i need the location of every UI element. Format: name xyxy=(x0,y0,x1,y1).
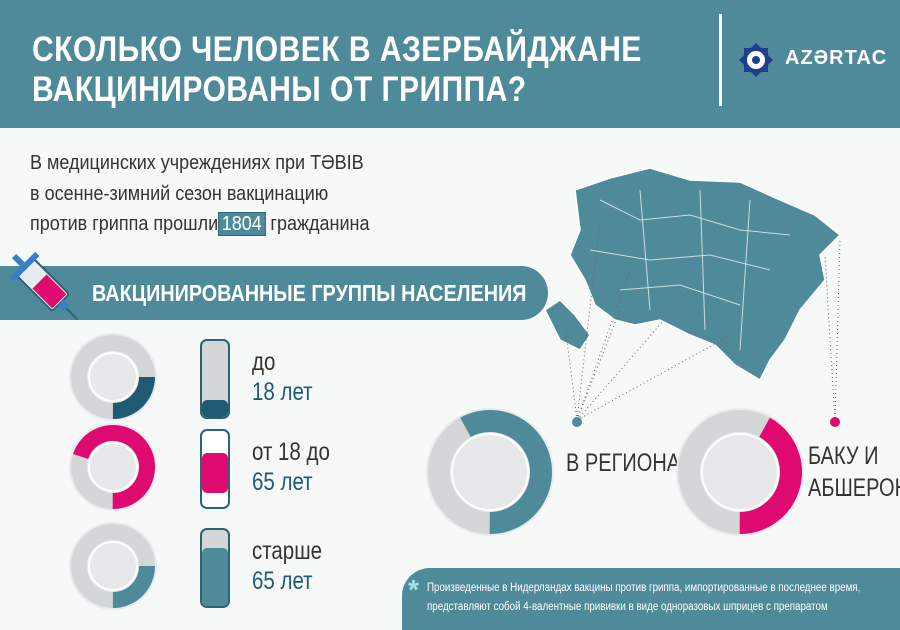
footnote-line1: Произведенные в Нидерландах вакцины прот… xyxy=(427,582,861,594)
group-label-line1: до xyxy=(252,348,276,376)
footnote-line2: представляют собой 4-валентные прививки … xyxy=(427,601,828,613)
total-donut-center xyxy=(701,433,779,511)
intro-text: против гриппа прошли xyxy=(30,213,219,235)
group-donut xyxy=(69,333,157,421)
group-bar-fill xyxy=(202,548,228,606)
section-banner xyxy=(0,266,548,320)
total-caption-line1: БАКУ И xyxy=(808,442,879,470)
total-caption: БАКУ И АБШЕРОН xyxy=(808,440,900,504)
group-donut-arc xyxy=(71,335,155,419)
syringe-icon xyxy=(9,251,79,321)
group-bar xyxy=(200,429,230,509)
total-donut-arc xyxy=(678,410,802,534)
group-label-line2: 65 лет xyxy=(252,468,313,496)
regions-pin xyxy=(572,417,582,427)
total-donut xyxy=(426,408,554,536)
group-label: до 18 лет xyxy=(252,347,313,407)
section-title: ВАКЦИНИРОВАННЫЕ ГРУППЫ НАСЕЛЕНИЯ xyxy=(92,280,527,306)
group-donut xyxy=(69,522,157,610)
map-shape xyxy=(569,167,842,382)
total-caption-line1: В РЕГИОНАХ xyxy=(566,449,694,477)
group-bar-fill xyxy=(202,453,228,493)
logo-text: AZƏRTAC xyxy=(785,47,888,69)
intro-line2: в осенне-зимний сезон вакцинацию xyxy=(30,183,329,205)
footnote-band xyxy=(402,568,900,630)
intro-text: гражданина xyxy=(270,213,370,235)
baku-pin xyxy=(830,417,840,427)
total-highlight: 1804 xyxy=(218,212,266,236)
asterisk-icon: * xyxy=(408,574,419,605)
group-donut-center xyxy=(88,442,138,492)
total-donut-arc xyxy=(428,410,552,534)
group-label-line2: 65 лет xyxy=(252,567,313,595)
group-donut-center xyxy=(88,352,138,402)
intro-line3: против гриппа прошли 1804 гражданина xyxy=(30,212,370,236)
group-label-line1: от 18 до xyxy=(252,438,330,466)
group-bar-fill xyxy=(202,399,228,417)
page-title-line1: СКОЛЬКО ЧЕЛОВЕК В АЗЕРБАЙДЖАНЕ xyxy=(32,30,642,69)
azertac-logo-icon xyxy=(739,43,773,77)
intro-line1: В медицинских учреждениях при ТӘВІВ xyxy=(30,152,364,174)
group-label: от 18 до 65 лет xyxy=(252,437,330,497)
total-donut-center xyxy=(451,433,529,511)
azerbaijan-map xyxy=(544,167,842,427)
group-donut-arc xyxy=(71,524,155,608)
group-donut-center xyxy=(88,541,138,591)
total-caption: В РЕГИОНАХ xyxy=(566,447,693,479)
group-donut xyxy=(69,423,157,511)
page-title-line2: ВАКЦИНИРОВАНЫ ОТ ГРИППА? xyxy=(32,70,527,109)
total-caption-line2: АБШЕРОН xyxy=(808,474,900,502)
divider xyxy=(719,14,722,106)
group-label-line1: старше xyxy=(252,537,323,565)
group-donut-arc xyxy=(71,425,155,509)
group-label: старше 65 лет xyxy=(252,536,322,596)
group-bar xyxy=(200,528,230,608)
group-bar xyxy=(200,339,230,419)
group-label-line2: 18 лет xyxy=(252,378,313,406)
total-donut xyxy=(676,408,804,536)
